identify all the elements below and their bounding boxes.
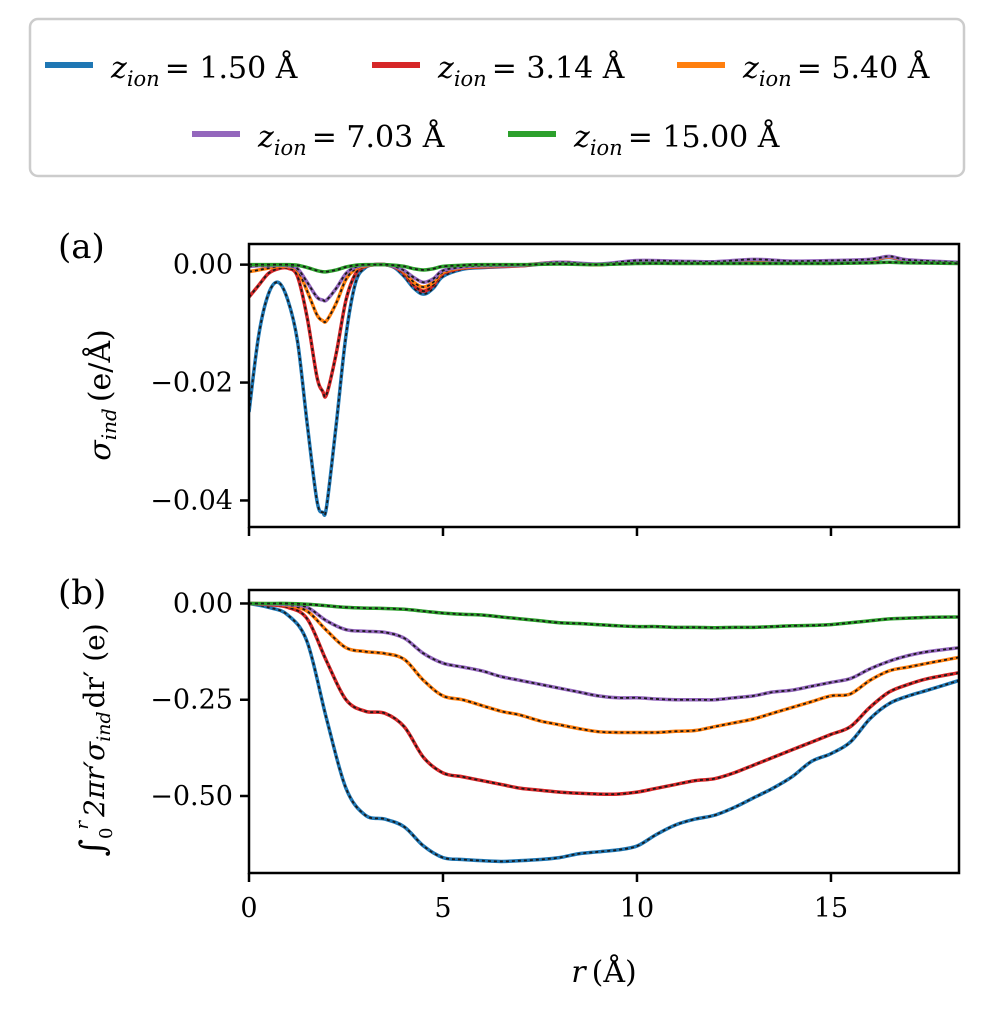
panel-b-series-reference-dotted: [249, 602, 959, 734]
legend-entry: zion = 1.50 Å: [45, 50, 298, 91]
panel-b-ytick-label: −0.50: [150, 781, 233, 812]
panel-a-ylabel-main: σ: [83, 439, 118, 461]
panel-b-series-line: [249, 601, 959, 630]
panel-a-series-line: [249, 255, 959, 517]
panel-a-series-reference-dotted: [249, 256, 959, 398]
panel-a-series-reference-dotted: [249, 261, 959, 273]
panel-a-ylabel: σind (e/Å): [82, 329, 121, 461]
panel-b-ylabel-sub: ind: [93, 711, 115, 741]
panel-b-series-reference-dotted: [249, 602, 959, 796]
x-tick-label: 0: [240, 893, 257, 924]
legend-entry: zion = 3.14 Å: [372, 50, 625, 91]
x-tick-label: 10: [620, 893, 654, 924]
legend-label: zion = 1.50 Å: [110, 50, 298, 91]
panel-a-axes-frame: [247, 242, 961, 529]
panel-b-ylabel-body: 2πr′σ: [78, 741, 111, 818]
panel-b-series-reference-dotted: [249, 602, 959, 629]
panel-a-ylabel-unit: (e/Å): [82, 329, 118, 402]
panel-b-label: (b): [58, 573, 106, 613]
legend-label: zion = 5.40 Å: [742, 50, 930, 91]
panel-b-ylabel-lower: 0: [96, 827, 117, 838]
legend-frame: [28, 17, 966, 178]
panel-a: (a) 0.00 −0.02 −0.04 σind (e/Å): [58, 227, 961, 536]
panel-b-ylabel-upper: r: [72, 819, 93, 829]
legend-entry: zion = 7.03 Å: [192, 119, 445, 160]
panel-b: (b) 0.00−0.25−0.500 5 10 15 ∫0r2πr′σinddr′ …: [58, 573, 961, 990]
x-tick-label: 5: [434, 893, 451, 924]
legend: zion = 1.50 Å zion = 3.14 Å zion = 5.40 Å zion…: [28, 17, 966, 178]
x-tick-label: 15: [814, 893, 848, 924]
legend-entry: zion = 15.00 Å: [508, 119, 780, 160]
panel-a-ytick-label: 0.00: [173, 250, 233, 281]
legend-label: zion = 15.00 Å: [573, 119, 780, 160]
panel-b-series-reference-dotted: [249, 602, 959, 701]
panel-a-label: (a): [58, 227, 105, 267]
panel-b-ylabel: ∫0r2πr′σind dr′ (e): [72, 623, 117, 856]
legend-label: zion = 7.03 Å: [257, 119, 445, 160]
panel-a-series-reference-dotted: [249, 256, 959, 517]
panel-b-series-reference-dotted: [249, 602, 959, 863]
panel-a-ylabel-sub: ind: [97, 408, 121, 440]
x-axis-label-var: r: [571, 955, 587, 990]
x-axis-label-unit: (Å): [592, 954, 637, 990]
panel-b-ylabel-tail: dr′ (e): [78, 623, 111, 708]
legend-entry: zion = 5.40 Å: [677, 50, 930, 91]
x-axis-label: r (Å): [571, 954, 636, 990]
panel-b-axes-frame: [247, 588, 961, 875]
panel-a-ytick-label: −0.02: [150, 368, 233, 399]
panel-a-series-reference-dotted: [249, 255, 959, 302]
panel-b-ytick-label: 0.00: [173, 588, 233, 619]
panel-b-ytick-label: −0.25: [150, 685, 233, 716]
panel-a-ytick-label: −0.04: [150, 485, 233, 516]
panel-b-ylabel-integral: ∫: [73, 839, 113, 857]
legend-label: zion = 3.14 Å: [437, 50, 625, 91]
